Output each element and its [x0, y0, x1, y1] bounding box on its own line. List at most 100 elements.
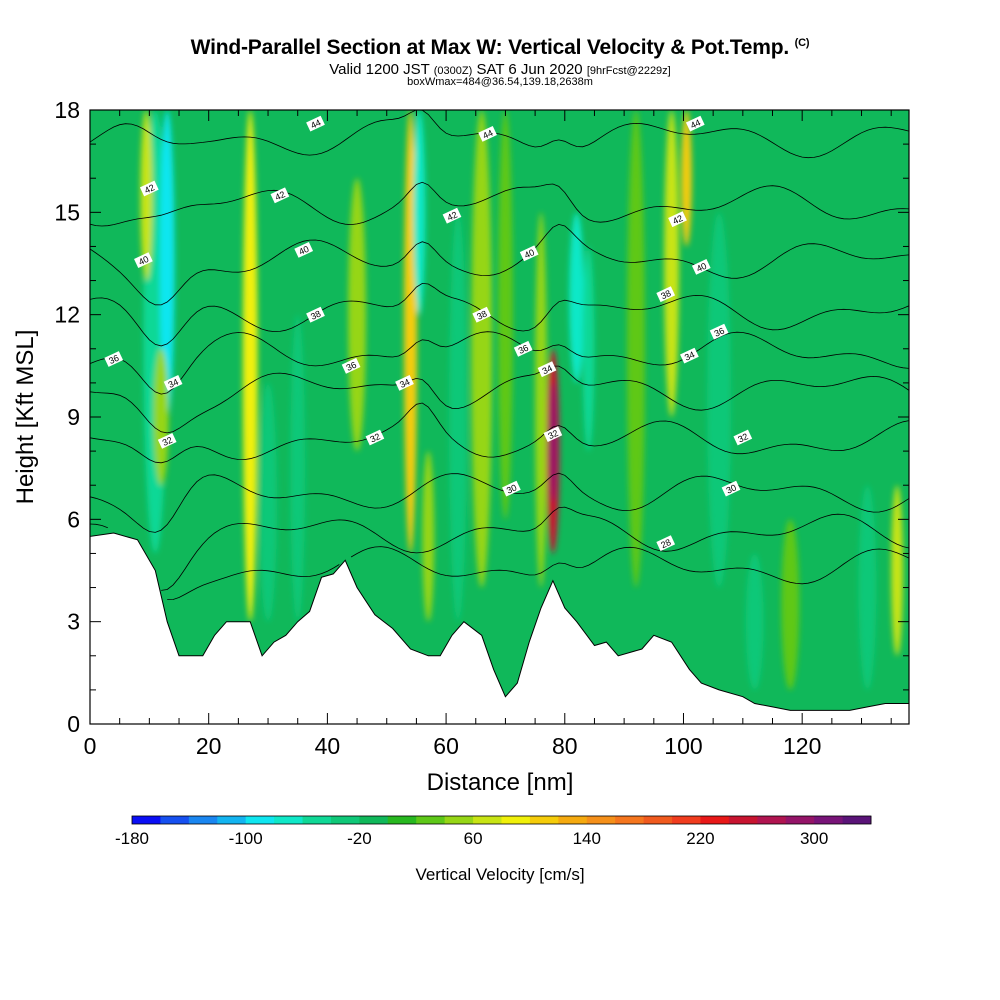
- contour-label-bg: [656, 535, 676, 552]
- contour-label-text: 44: [689, 117, 702, 130]
- colorbar-swatch: [330, 816, 360, 824]
- contour-label-bg: [513, 340, 533, 357]
- contour-label-bg: [680, 347, 699, 364]
- contour-label-text: 36: [517, 343, 530, 356]
- colorbar-swatch: [842, 816, 872, 824]
- contour-label-text: 30: [505, 482, 518, 495]
- colorbar-swatch: [245, 816, 275, 824]
- colorbar-swatch: [615, 816, 645, 824]
- terrain-mask: [89, 532, 910, 725]
- contour-label-bg: [341, 357, 361, 374]
- theta-contour-40: [90, 223, 909, 306]
- contour-label-bg: [472, 306, 492, 323]
- velocity-cell: [858, 485, 877, 690]
- contour-label: 28: [656, 535, 676, 552]
- contour-label-text: 42: [671, 213, 684, 226]
- contour-label-bg: [134, 252, 153, 269]
- contour-label: 42: [139, 180, 159, 197]
- contour-label-bg: [306, 115, 325, 132]
- x-tick-label: 20: [196, 733, 222, 759]
- colorbar-swatch: [529, 816, 559, 824]
- colorbar-swatch: [643, 816, 673, 824]
- x-tick-label: 60: [433, 733, 459, 759]
- contour-label-text: 32: [546, 428, 559, 441]
- y-tick-label: 15: [54, 199, 80, 225]
- contour-label: 38: [306, 306, 325, 323]
- velocity-cell: [707, 212, 731, 588]
- contour-label: 32: [157, 432, 177, 449]
- contour-label: 30: [721, 480, 741, 497]
- contour-label-text: 32: [161, 435, 174, 448]
- contour-label: 34: [395, 374, 414, 391]
- contour-label: 34: [163, 374, 183, 391]
- colorbar-tick-label: 140: [573, 829, 601, 848]
- contour-label-bg: [685, 115, 705, 132]
- contour-label: 36: [341, 357, 361, 374]
- velocity-cell: [498, 110, 513, 520]
- contour-label: 40: [519, 245, 539, 262]
- contour-label-bg: [691, 258, 711, 275]
- colorbar-tick-label: 300: [800, 829, 828, 848]
- colorbar-tick-label: 220: [686, 829, 714, 848]
- velocity-cell: [242, 110, 258, 622]
- colorbar-frame: [131, 815, 872, 825]
- contour-label-text: 34: [541, 363, 554, 376]
- velocity-cell: [159, 110, 175, 417]
- y-tick-label: 9: [67, 404, 80, 430]
- colorbar-tick-label: -180: [115, 829, 149, 848]
- velocity-cell: [569, 212, 585, 383]
- chart-title: Wind-Parallel Section at Max W: Vertical…: [190, 36, 810, 59]
- colorbar-swatch: [274, 816, 303, 824]
- contour-label-bg: [656, 286, 676, 303]
- colorbar-swatch: [160, 816, 190, 824]
- contour-label-bg: [163, 374, 183, 391]
- contour-label-bg: [709, 323, 729, 340]
- y-tick-label: 6: [67, 506, 80, 532]
- colorbar-swatch: [501, 816, 531, 824]
- contour-label-text: 36: [345, 360, 358, 373]
- contour-label: 38: [472, 306, 492, 323]
- contour-label: 32: [733, 429, 753, 446]
- colorbar-swatch: [700, 816, 730, 824]
- contour-label-text: 30: [725, 482, 738, 495]
- colorbar-swatch: [814, 816, 843, 824]
- contour-label: 40: [294, 241, 314, 258]
- theta-contour-26: [167, 546, 909, 600]
- contour-label-text: 34: [167, 377, 180, 390]
- chart-subtitle: Valid 1200 JST (0300Z) SAT 6 Jun 2020 [9…: [329, 61, 671, 78]
- contour-label-bg: [157, 432, 177, 449]
- box-info: boxWmax=484@36.54,139.18,2638m: [407, 76, 593, 88]
- contour-label: 32: [543, 426, 563, 443]
- theta-contour-42: [90, 181, 909, 227]
- theta-contour-32: [90, 402, 909, 464]
- x-tick-label: 0: [84, 733, 97, 759]
- contour-label-bg: [104, 351, 124, 367]
- contour-label: 44: [685, 115, 705, 132]
- contour-label-bg: [537, 361, 557, 378]
- velocity-cell: [891, 485, 904, 656]
- velocity-cell: [290, 314, 306, 622]
- y-tick-label: 18: [54, 97, 80, 123]
- contour-label-text: 40: [297, 244, 310, 257]
- contour-label-text: 40: [523, 247, 536, 260]
- contour-label: 40: [691, 258, 711, 275]
- velocity-cell: [535, 212, 547, 588]
- velocity-cell: [449, 212, 467, 622]
- velocity-cell: [259, 382, 277, 622]
- theta-contour-36: [90, 331, 909, 395]
- colorbar-swatch: [416, 816, 446, 824]
- contour-label-text: 42: [273, 189, 286, 202]
- contour-label-bg: [502, 480, 521, 497]
- contour-label-text: 28: [659, 537, 672, 550]
- contour-label-bg: [478, 125, 497, 142]
- colorbar: -180 -100 -20 60 140 220 300: [115, 815, 872, 848]
- contour-label-text: 40: [695, 261, 708, 274]
- colorbar-swatch: [558, 816, 588, 824]
- colorbar-tick-label: -20: [347, 829, 372, 848]
- colorbar-swatch: [444, 816, 474, 824]
- velocity-cell: [413, 110, 426, 315]
- velocity-cell: [781, 519, 800, 690]
- colorbar-swatch: [672, 816, 701, 824]
- contour-label: 40: [134, 252, 153, 269]
